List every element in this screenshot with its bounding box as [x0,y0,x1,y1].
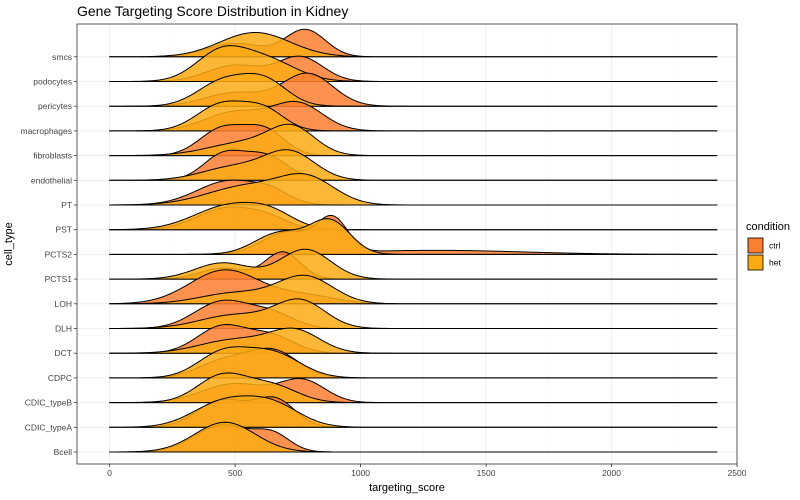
ridge-het-PST [109,201,718,231]
legend-title: condition [746,221,790,233]
y-tick-label: macrophages [20,126,72,136]
x-axis-title: targeting_score [369,482,445,494]
ridge-het-DLH [109,298,718,329]
x-tick-label: 1000 [351,468,370,478]
y-tick-label: CDIC_typeB [25,398,73,408]
ridge-het-DCT [109,327,718,354]
x-tick-label: 2500 [728,468,747,478]
ridge-het-PT [109,173,718,206]
ridge-het-fibroblasts [109,123,718,157]
y-tick-label: DCT [55,348,72,358]
y-tick-label: pericytes [38,101,72,111]
y-tick-label: CDPC [48,373,72,383]
y-tick-label: LOH [55,299,72,309]
ridge-het-macrophages [109,100,718,132]
x-axis: 0 500 1000 1500 2000 2500 [107,464,747,478]
y-axis: Bcell CDIC_typeA CDIC_typeB CDPC DCT DLH LOH PC… [20,52,77,457]
plot-area [109,28,718,453]
ridge-het-CDIC_typeB [109,372,718,404]
ridge-het-LOH [109,274,718,305]
y-tick-label: podocytes [33,77,72,87]
x-tick-label: 0 [107,468,112,478]
y-tick-label: CDIC_typeA [25,422,73,432]
y-tick-label: DLH [55,324,72,334]
ridge-het-pericytes [109,72,718,107]
y-tick-label: PT [61,200,72,210]
legend: condition ctrl het [746,221,790,271]
panel-border [76,23,738,465]
x-tick-label: 2000 [602,468,621,478]
ridge-het-podocytes [109,45,718,82]
y-tick-label: Bcell [54,447,73,457]
y-tick-label: endothelial [31,175,72,185]
y-tick-label: smcs [52,52,72,62]
y-tick-label: fibroblasts [33,151,72,161]
legend-key-ctrl [747,237,764,254]
ridge-het-CDPC [109,346,718,379]
y-tick-label: PCTS2 [45,249,73,259]
y-tick-label: PCTS1 [45,274,73,284]
ridge-het-CDIC_typeA [109,395,718,428]
legend-label-ctrl: ctrl [769,241,780,251]
ridge-het-smcs [109,32,718,58]
ridge-het-PCTS2 [109,218,718,255]
chart-title: Gene Targeting Score Distribution in Kid… [77,3,348,19]
ridge-het-PCTS1 [109,248,718,280]
ridge-het-Bcell [109,421,718,453]
legend-key-het [747,254,764,271]
y-tick-label: PST [55,225,72,235]
y-axis-title: cell_type [3,222,15,265]
x-tick-label: 1500 [477,468,496,478]
x-tick-label: 500 [228,468,242,478]
legend-label-het: het [769,258,781,268]
ridge-het-endothelial [109,149,718,181]
